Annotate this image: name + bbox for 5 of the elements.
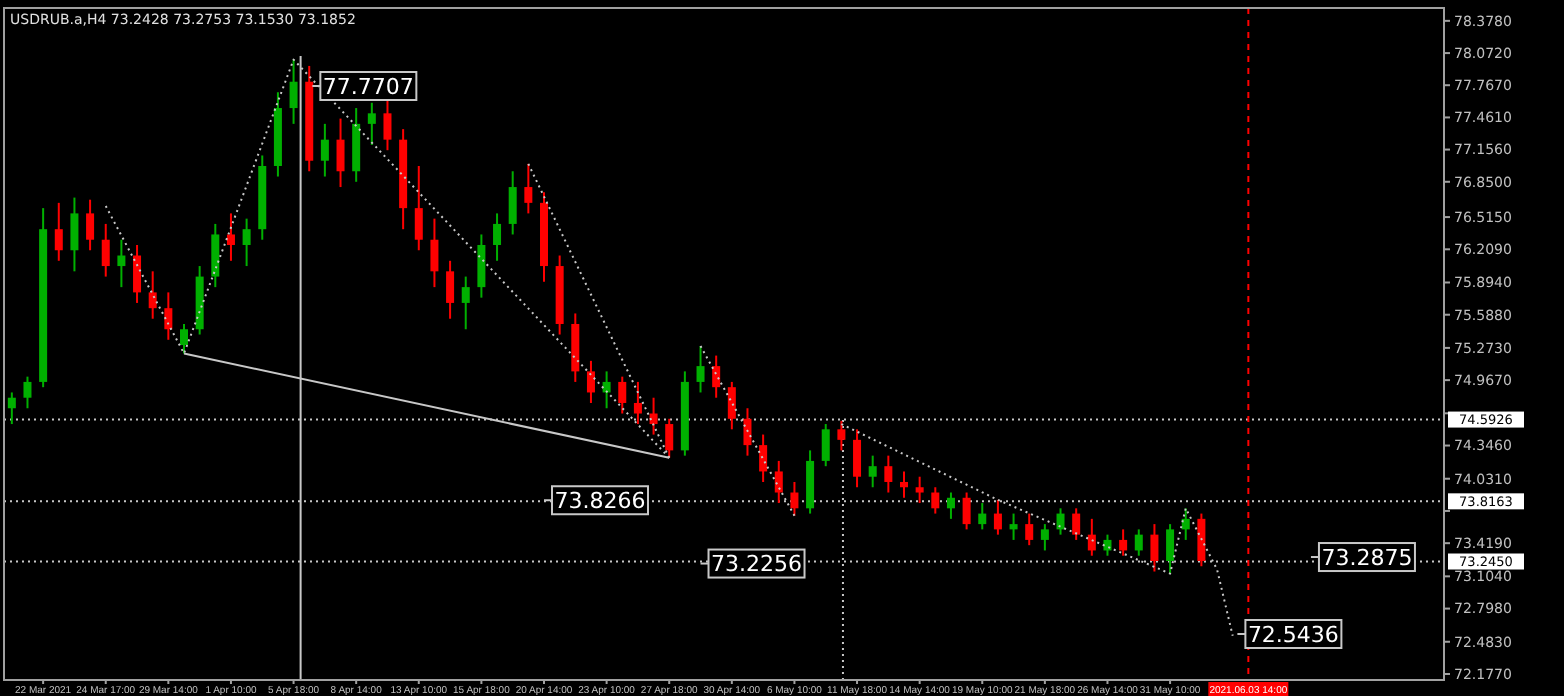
annotation: 73.8266 [554,488,646,515]
annotation: 77.7707 [322,73,414,100]
annotation: 73.2875 [1321,544,1413,571]
annotation: 72.5436 [1247,621,1339,648]
annotation: 73.2256 [711,551,803,578]
